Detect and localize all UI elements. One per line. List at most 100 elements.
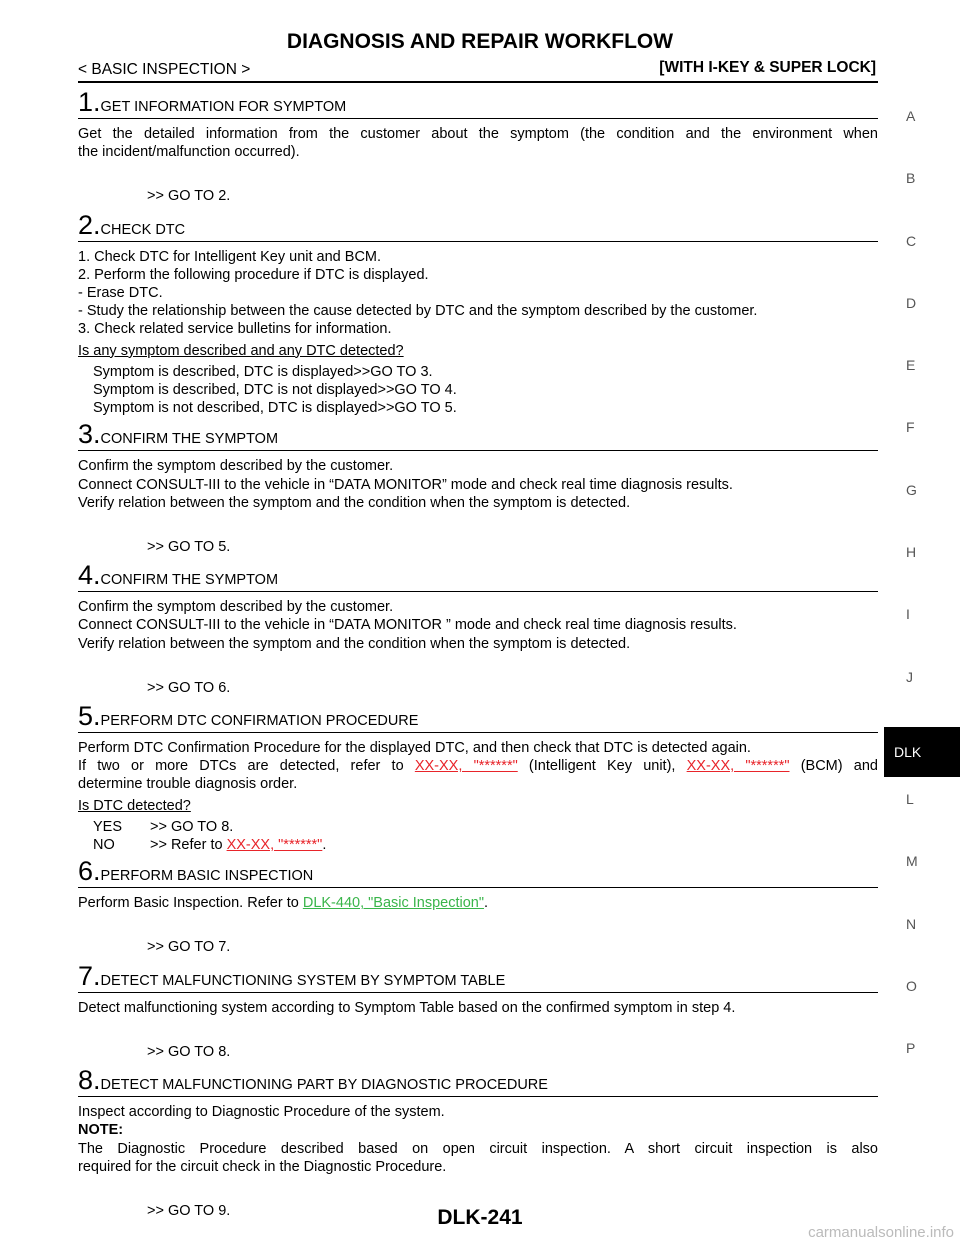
index-tab[interactable]: D [906, 294, 917, 311]
link[interactable]: XX-XX, "******" [414, 758, 518, 775]
step-header: 6. PERFORM BASIC INSPECTION [78, 856, 878, 889]
text-run: Perform DTC Confirmation Procedure for t… [78, 740, 751, 757]
option-text: >> Refer to XX-XX, "******". [150, 836, 326, 854]
page-number: DLK-241 [437, 1206, 523, 1229]
step-header: 2. CHECK DTC [78, 210, 878, 242]
p-block: The Diagnostic Procedure described based… [78, 1140, 878, 1176]
text-run: 1. Check DTC for Intelligent Key unit an… [78, 248, 382, 265]
index-tab[interactable]: DLK [884, 726, 960, 777]
text-run: Verify relation between the symptom and … [78, 635, 631, 652]
text-line: Detect malfunctioning system according t… [78, 999, 878, 1017]
text-run: Inspect according to Diagnostic Procedur… [78, 1104, 445, 1121]
p-block: 1. Check DTC for Intelligent Key unit an… [78, 248, 878, 266]
index-tab[interactable]: N [906, 915, 917, 932]
text-run: Get the detailed information from the cu… [78, 126, 878, 142]
step-title: GET INFORMATION FOR SYMPTOM [100, 99, 347, 115]
text-run: Symptom is described, DTC is displayed>>… [93, 363, 433, 380]
text-line: >> GO TO 9. [147, 1202, 878, 1220]
text-line: required for the circuit check in the Di… [78, 1158, 878, 1176]
index-tab[interactable]: J [906, 668, 913, 685]
option-label: YES [93, 818, 123, 835]
goto-block: >> GO TO 7. [78, 938, 878, 956]
index-tab[interactable]: O [906, 977, 917, 994]
goto-block: >> GO TO 5. [78, 538, 878, 556]
text-run: The Diagnostic Procedure described based… [78, 1140, 878, 1157]
question-block: Is any symptom described and any DTC det… [78, 342, 878, 363]
step-header: 1. GET INFORMATION FOR SYMPTOM [78, 87, 878, 119]
link[interactable]: XX-XX, "******" [226, 837, 323, 854]
index-tab[interactable]: M [906, 853, 918, 870]
step-number: 3. [78, 419, 101, 450]
text-line: Is any symptom described and any DTC det… [78, 342, 878, 363]
text-run: >> Refer to [150, 837, 227, 854]
index-tab[interactable]: G [906, 481, 917, 498]
index-tab[interactable]: P [906, 1040, 916, 1057]
text-line: Symptom is described, DTC is displayed>>… [93, 363, 433, 381]
step-header: 3. CONFIRM THE SYMPTOM [78, 419, 878, 452]
text-run: (BCM) and [789, 758, 878, 775]
index-tab[interactable]: F [906, 419, 915, 436]
step-number: 8. [78, 1065, 101, 1096]
text-run: 3. Check related service bulletins for i… [78, 321, 392, 338]
step-title: CHECK DTC [100, 221, 186, 238]
step-title: DETECT MALFUNCTIONING SYSTEM BY SYMPTOM … [100, 972, 506, 989]
text-line: Inspect according to Diagnostic Procedur… [78, 1103, 878, 1121]
step-number: 6. [78, 856, 101, 887]
option-block: Symptom is described, DTC is displayed>>… [78, 363, 878, 381]
p-block: Perform Basic Inspection. Refer to DLK-4… [78, 894, 878, 912]
p-block: Detect malfunctioning system according t… [78, 999, 878, 1017]
index-tab[interactable]: H [906, 544, 917, 561]
text-run: Symptom is not described, DTC is display… [93, 400, 457, 417]
text-line: Connect CONSULT-III to the vehicle in “D… [78, 616, 878, 634]
p-block: Verify relation between the symptom and … [78, 494, 878, 512]
option-block: NO >> Refer to XX-XX, "******". [78, 836, 878, 854]
header-rule [78, 81, 878, 83]
text-line: Verify relation between the symptom and … [78, 494, 878, 512]
step-title: DETECT MALFUNCTIONING PART BY DIAGNOSTIC… [100, 1077, 548, 1094]
index-tab[interactable]: L [906, 790, 914, 807]
text-line: Symptom is not described, DTC is display… [93, 399, 457, 417]
step-number: 1. [78, 87, 101, 117]
text-line: >> GO TO 6. [147, 679, 878, 697]
text-line: 1. Check DTC for Intelligent Key unit an… [78, 248, 878, 266]
text-run: - Erase DTC. [78, 285, 163, 302]
link[interactable]: XX-XX, "******" [686, 758, 790, 775]
index-tab[interactable]: B [906, 170, 916, 187]
goto-block: >> GO TO 9. [78, 1202, 878, 1220]
text-line: >> Refer to XX-XX, "******". [150, 836, 326, 854]
goto-block: >> GO TO 6. [78, 679, 878, 697]
text-line: If two or more DTCs are detected, refer … [78, 757, 878, 775]
index-tab[interactable]: I [906, 606, 910, 623]
text-line: Confirm the symptom described by the cus… [78, 457, 878, 475]
text-line: Symptom is described, DTC is not display… [93, 381, 457, 399]
option-label: NO [93, 837, 115, 854]
step-number: 2. [78, 209, 101, 240]
question-block: Is DTC detected? [78, 797, 878, 818]
text-line: >> GO TO 5. [147, 538, 878, 556]
text-run: >> GO TO 2. [147, 188, 231, 205]
step-title: CONFIRM THE SYMPTOM [100, 431, 279, 448]
p-block: If two or more DTCs are detected, refer … [78, 757, 878, 793]
text-run: 2. Perform the following procedure if DT… [78, 266, 429, 283]
step-number: 4. [78, 560, 101, 591]
step-header: 7. DETECT MALFUNCTIONING SYSTEM BY SYMPTO… [78, 961, 878, 993]
index-tab[interactable]: A [906, 108, 916, 124]
index-tab[interactable]: C [906, 232, 917, 249]
text-run: Verify relation between the symptom and … [78, 494, 631, 511]
text-run: Confirm the symptom described by the cus… [78, 458, 394, 475]
text-run: NOTE: [78, 1122, 124, 1139]
link[interactable]: DLK-440, "Basic Inspection" [302, 895, 485, 912]
text-run: >> GO TO 6. [147, 679, 231, 696]
text-line: Confirm the symptom described by the cus… [78, 598, 878, 616]
text-run: Symptom is described, DTC is not display… [93, 382, 457, 399]
text-line: Is DTC detected? [78, 797, 878, 818]
text-line: The Diagnostic Procedure described based… [78, 1140, 878, 1158]
index-tab[interactable]: E [906, 357, 916, 374]
text-line: determine trouble diagnosis order. [78, 775, 878, 793]
p-block: Confirm the symptom described by the cus… [78, 598, 878, 616]
p-block: - Erase DTC. [78, 284, 878, 302]
text-run: . [484, 895, 489, 912]
text-line: - Study the relationship between the cau… [78, 302, 878, 320]
